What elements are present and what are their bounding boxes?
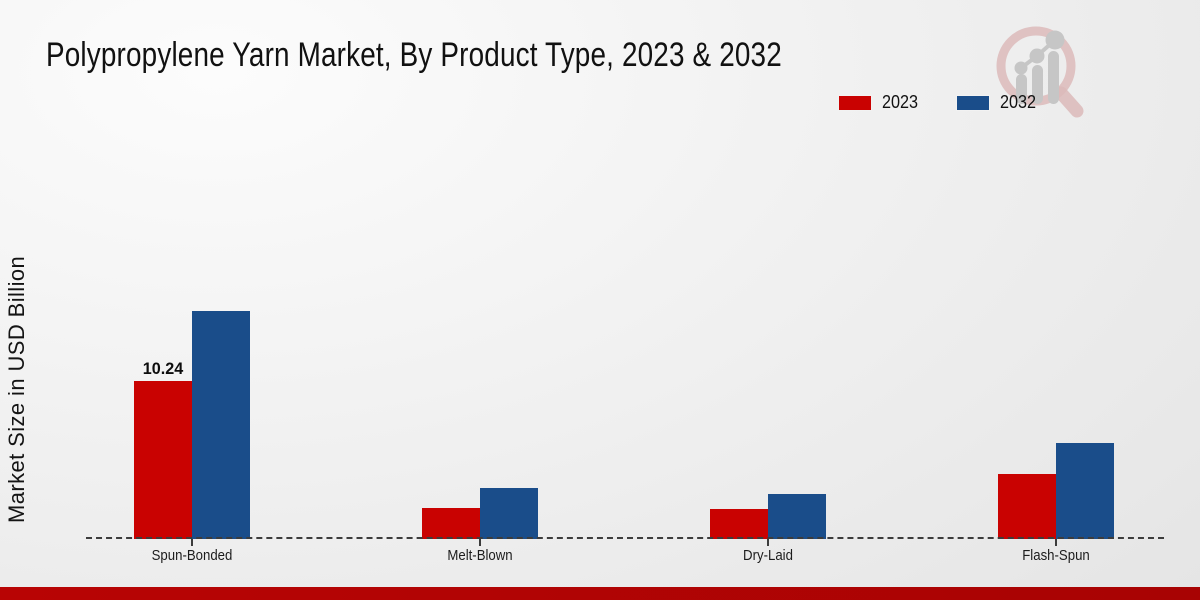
bar-2023-spun-bonded (134, 381, 192, 539)
bar-2023-melt-blown (422, 508, 480, 539)
x-tick-dry-laid (767, 539, 769, 546)
bar-2023-flash-spun (998, 474, 1056, 539)
bar-2032-flash-spun (1056, 443, 1114, 539)
bar-2032-spun-bonded (192, 311, 250, 539)
magnifier-bar-chart-watermark-icon (996, 26, 1084, 118)
bar-2032-dry-laid (768, 494, 826, 539)
legend-swatch-2023 (838, 94, 872, 111)
legend-label-2032: 2032 (1000, 92, 1037, 112)
x-axis-label-spun-bonded: Spun-Bonded (151, 547, 233, 564)
legend: 2023 2032 (838, 92, 1040, 113)
x-axis-label-dry-laid: Dry-Laid (743, 547, 793, 564)
bar-2023-dry-laid (710, 509, 768, 539)
footer-accent-bar (0, 587, 1200, 600)
legend-label-2023: 2023 (882, 92, 919, 112)
x-tick-melt-blown (479, 539, 481, 546)
data-label-2023-spun-bonded: 10.24 (142, 359, 184, 378)
bar-2032-melt-blown (480, 488, 538, 539)
legend-item-2023: 2023 (838, 92, 922, 113)
legend-swatch-2032 (956, 94, 991, 111)
chart-title: Polypropylene Yarn Market, By Product Ty… (46, 36, 782, 74)
x-axis-baseline (86, 537, 1164, 539)
x-tick-flash-spun (1055, 539, 1057, 546)
x-tick-spun-bonded (191, 539, 193, 546)
x-axis-label-melt-blown: Melt-Blown (447, 547, 513, 564)
x-axis-label-flash-spun: Flash-Spun (1022, 547, 1090, 564)
legend-item-2032: 2032 (956, 92, 1040, 113)
